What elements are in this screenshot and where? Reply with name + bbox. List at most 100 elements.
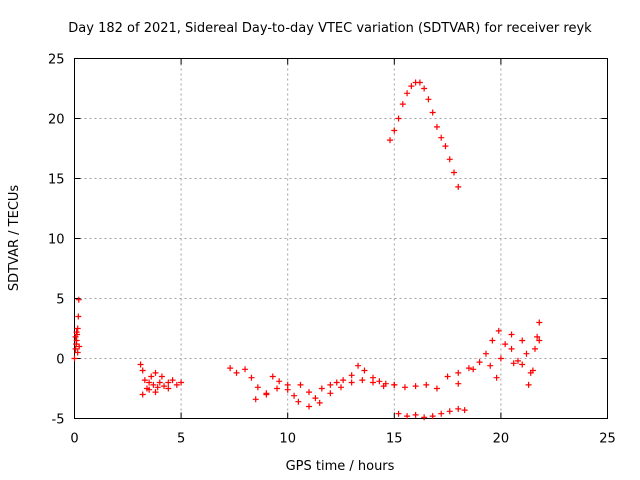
- data-point: [73, 337, 80, 344]
- data-point: [233, 369, 240, 376]
- data-point: [425, 96, 432, 103]
- data-point: [348, 379, 355, 386]
- data-point: [276, 378, 283, 385]
- data-point: [438, 410, 445, 417]
- data-point: [75, 313, 82, 320]
- data-point: [470, 366, 477, 373]
- data-point: [532, 345, 539, 352]
- x-tick-label: 5: [177, 432, 185, 447]
- data-point: [327, 381, 334, 388]
- series-peak-arc: [387, 79, 462, 190]
- data-point: [523, 350, 530, 357]
- series-early: [71, 296, 83, 362]
- x-tick-label: 25: [599, 432, 616, 447]
- data-point: [519, 337, 526, 344]
- data-point: [408, 83, 415, 90]
- series-wave-lower: [252, 373, 462, 410]
- data-point: [495, 327, 502, 334]
- data-point: [269, 373, 276, 380]
- data-point: [72, 333, 79, 340]
- data-point: [404, 413, 411, 420]
- series-tail-15-18h: [395, 405, 468, 421]
- data-point: [482, 350, 489, 357]
- data-point: [369, 379, 376, 386]
- data-point: [502, 341, 509, 348]
- data-point: [450, 169, 457, 176]
- data-point: [433, 123, 440, 130]
- data-point: [476, 359, 483, 366]
- data-point: [395, 410, 402, 417]
- data-point: [421, 414, 428, 421]
- data-point: [348, 372, 355, 379]
- data-point: [284, 381, 291, 388]
- data-point: [148, 373, 155, 380]
- data-point: [421, 85, 428, 92]
- data-point: [529, 367, 536, 374]
- data-point: [338, 384, 344, 391]
- data-point: [73, 329, 80, 336]
- data-point: [72, 345, 79, 352]
- data-point: [461, 407, 468, 414]
- data-point: [242, 366, 249, 373]
- data-point: [327, 390, 334, 397]
- data-point: [412, 411, 419, 418]
- series-late-19-22h: [455, 319, 543, 388]
- data-point: [274, 385, 281, 392]
- data-point: [75, 296, 82, 303]
- data-point: [169, 377, 176, 384]
- data-point: [525, 381, 532, 388]
- data-point: [71, 355, 78, 362]
- data-point: [380, 383, 387, 390]
- data-point: [387, 137, 394, 144]
- data-point: [74, 349, 81, 356]
- data-point: [173, 381, 180, 388]
- data-point: [340, 377, 347, 384]
- data-point: [318, 385, 325, 392]
- data-point: [152, 389, 159, 396]
- data-point: [455, 405, 462, 412]
- y-tick-label: 5: [56, 293, 64, 308]
- data-point: [446, 156, 453, 163]
- data-point: [534, 333, 541, 340]
- data-point: [404, 90, 411, 97]
- data-point: [455, 380, 462, 387]
- y-tick-label: 25: [48, 53, 65, 68]
- data-point: [297, 381, 304, 388]
- data-point: [401, 384, 408, 391]
- data-point: [154, 384, 161, 391]
- data-point: [444, 373, 451, 380]
- data-point: [429, 109, 436, 116]
- data-point: [150, 381, 157, 388]
- data-point: [316, 399, 323, 406]
- y-tick-label: 15: [48, 173, 65, 188]
- data-point: [355, 362, 362, 369]
- data-point: [165, 379, 172, 386]
- x-tick-label: 15: [386, 432, 403, 447]
- data-point: [361, 367, 368, 374]
- data-point: [399, 101, 406, 108]
- x-tick-label: 20: [493, 432, 510, 447]
- data-point: [455, 369, 462, 376]
- grid: [74, 58, 608, 419]
- data-point: [487, 362, 494, 369]
- data-point: [416, 79, 423, 86]
- data-point: [139, 391, 146, 398]
- data-point: [178, 379, 185, 386]
- data-point: [146, 386, 153, 393]
- y-tick-label: 10: [48, 233, 65, 248]
- y-tick-label: -5: [52, 413, 65, 428]
- data-point: [510, 360, 517, 367]
- data-point: [248, 374, 255, 381]
- data-point: [429, 413, 436, 420]
- data-point: [76, 343, 83, 350]
- data-point: [508, 331, 515, 338]
- data-point: [446, 408, 453, 415]
- data-point: [536, 319, 543, 326]
- data-point: [161, 383, 168, 390]
- data-point: [376, 378, 383, 385]
- data-point: [395, 115, 402, 122]
- data-point: [227, 365, 234, 372]
- data-point: [359, 377, 366, 384]
- data-point: [438, 134, 445, 141]
- data-point: [141, 377, 148, 384]
